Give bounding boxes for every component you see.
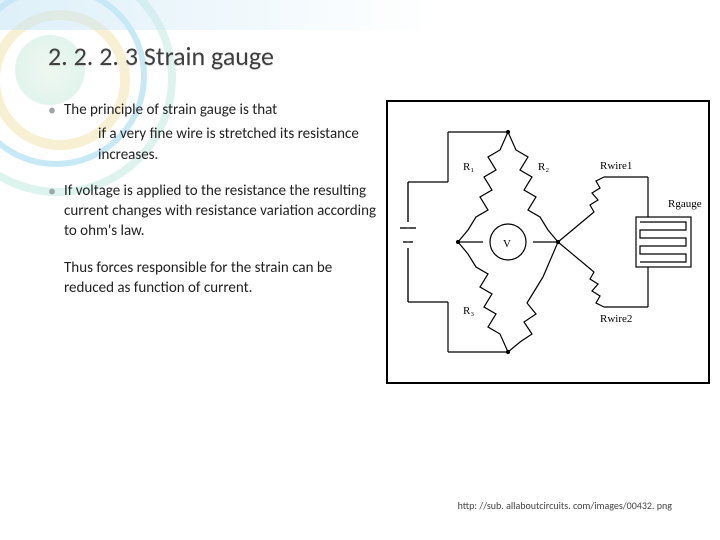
label-rwire1: Rwire1 bbox=[600, 160, 632, 172]
bullet-2: If voltage is applied to the resistance … bbox=[48, 181, 378, 242]
label-v: V bbox=[503, 238, 511, 250]
label-rgauge: Rgauge bbox=[668, 198, 702, 210]
bullet-3: Thus forces responsible for the strain c… bbox=[48, 258, 378, 299]
diagram-column: R₁ R₂ R₃ V Rwire1 Rwire2 Rgauge bbox=[386, 100, 710, 384]
bullet-1: The principle of strain gauge is that if… bbox=[48, 100, 378, 165]
label-r1: R₁ bbox=[463, 161, 474, 173]
circuit-diagram: R₁ R₂ R₃ V Rwire1 Rwire2 Rgauge bbox=[386, 100, 710, 384]
bullet-1-lead: The principle of strain gauge is that bbox=[64, 101, 277, 119]
label-rwire2: Rwire2 bbox=[600, 313, 632, 325]
label-r2: R₂ bbox=[538, 161, 549, 173]
bullet-2-lead: If voltage is applied to the resistance … bbox=[64, 182, 376, 241]
bullet-3-text: Thus forces responsible for the strain c… bbox=[64, 259, 332, 297]
slide-title: 2. 2. 2. 3 Strain gauge bbox=[48, 40, 672, 72]
image-credit: http: //sub. allaboutcircuits. com/image… bbox=[458, 499, 672, 512]
content-row: The principle of strain gauge is that if… bbox=[48, 100, 672, 384]
circuit-svg: R₁ R₂ R₃ V Rwire1 Rwire2 Rgauge bbox=[388, 102, 708, 382]
text-column: The principle of strain gauge is that if… bbox=[48, 100, 378, 384]
bullet-1-sub: if a very fine wire is stretched its res… bbox=[64, 124, 378, 165]
slide: 2. 2. 2. 3 Strain gauge The principle of… bbox=[0, 0, 720, 540]
label-r3: R₃ bbox=[463, 305, 474, 317]
